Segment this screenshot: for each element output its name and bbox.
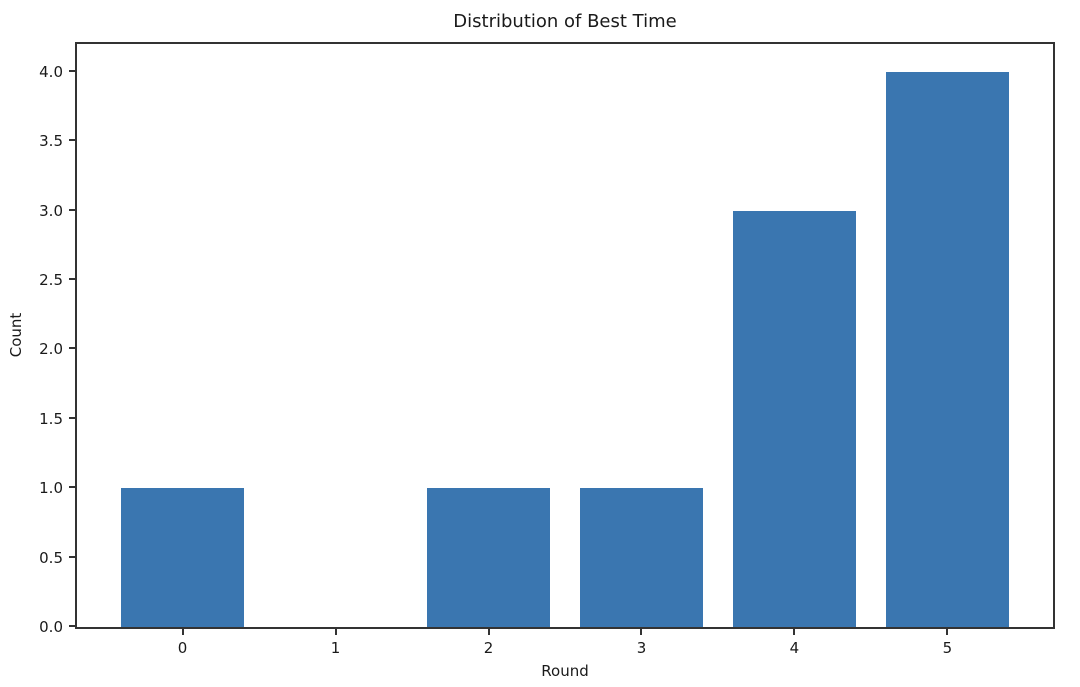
x-tick-mark [946,627,949,635]
x-tick-label: 0 [177,639,188,657]
y-axis-label: Count [7,312,25,358]
bar-round-4 [733,210,856,627]
y-tick-mark [69,416,77,419]
plot-area: 0 1 2 3 4 5 0.0 0.5 1.0 1.5 2.0 2.5 3.0 3.5 4.0 [39,42,1055,657]
y-tick-mark [69,277,77,280]
x-tick-label: 3 [636,639,647,657]
y-tick-mark [69,69,77,72]
y-tick-mark [69,555,77,558]
y-tick-label: 0.0 [39,618,63,636]
y-tick-label: 0.5 [39,548,63,567]
bar-round-0 [121,488,244,627]
x-tick-mark [793,627,796,635]
y-tick-mark [69,139,77,142]
chart-title: Distribution of Best Time [453,11,677,32]
x-axis-label: Round [541,662,589,680]
bar-round-3 [580,488,703,627]
y-tick-mark [69,347,77,350]
x-tick-label: 1 [330,639,341,657]
y-tick-label: 1.5 [39,409,63,428]
x-tick-label: 2 [483,639,494,657]
y-tick-label: 1.0 [39,479,63,498]
x-tick-label: 5 [942,639,953,657]
x-tick-label: 4 [789,639,800,657]
y-tick-label: 3.5 [39,132,63,151]
x-tick-mark [334,627,337,635]
y-tick-label: 2.0 [39,340,63,359]
x-tick-mark [487,627,490,635]
y-tick-mark [69,486,77,489]
y-tick-mark [69,208,77,211]
x-tick-mark [181,627,184,635]
y-tick-mark [69,625,77,627]
y-tick-label: 2.5 [39,270,63,289]
x-tick-mark [640,627,643,635]
bar-round-5 [886,71,1009,627]
y-tick-label: 3.0 [39,201,63,220]
bar-round-2 [427,488,550,627]
y-tick-label: 4.0 [39,62,63,81]
